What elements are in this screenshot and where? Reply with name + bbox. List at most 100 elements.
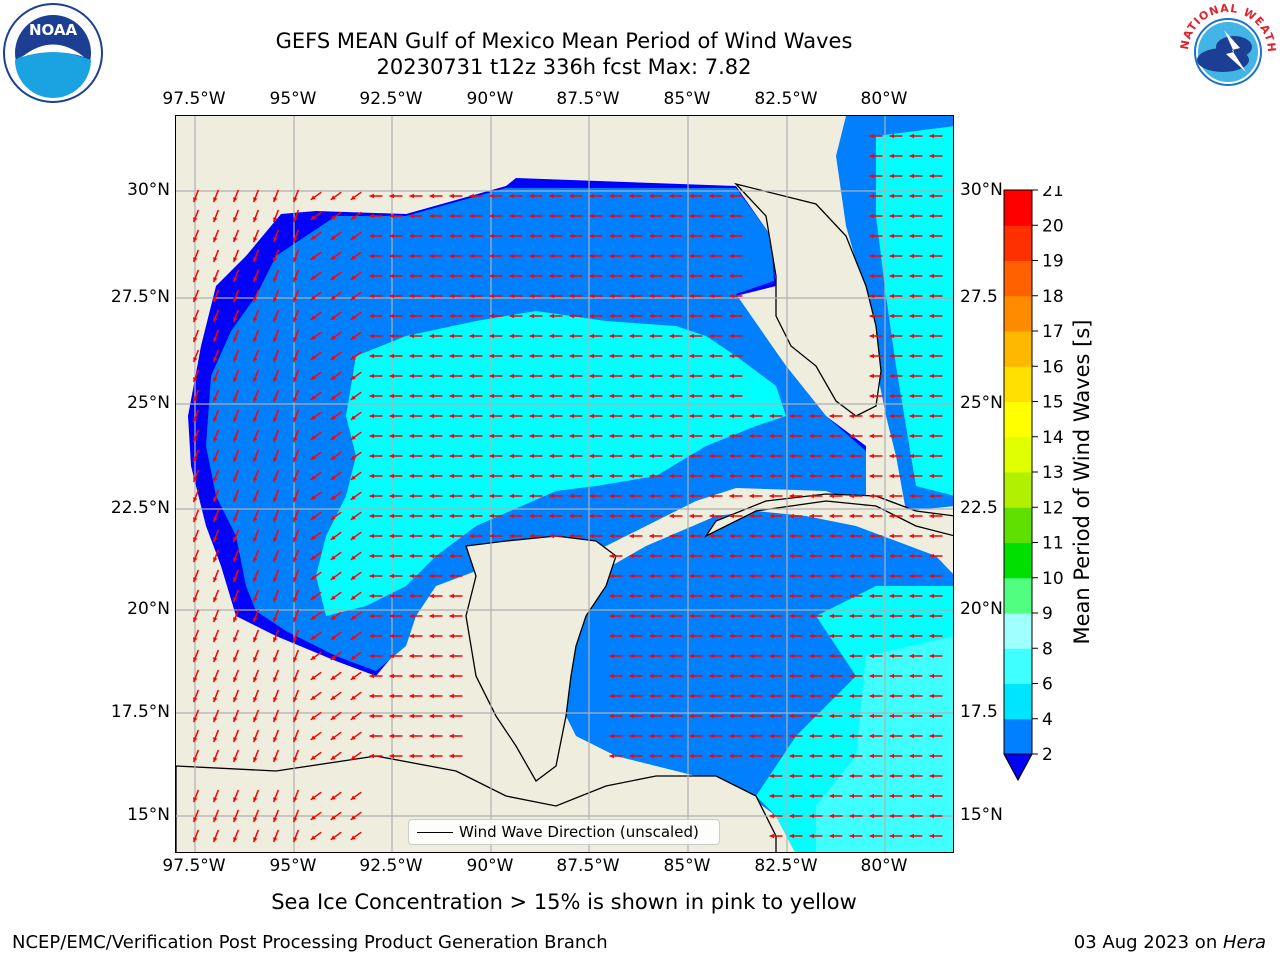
wind-arrow-head xyxy=(749,453,754,459)
wind-arrow-head xyxy=(569,373,574,379)
wind-arrow-head xyxy=(869,633,874,639)
wind-arrow-head xyxy=(789,493,794,499)
wind-arrow-head xyxy=(549,193,554,199)
wind-arrow-head xyxy=(729,333,734,339)
wind-arrow-head xyxy=(569,353,574,359)
wind-arrow-head xyxy=(849,413,854,419)
wind-arrow-head xyxy=(809,533,814,539)
wind-arrow-head xyxy=(789,753,794,759)
wind-arrow-head xyxy=(330,335,336,340)
wind-arrow-head xyxy=(409,433,414,439)
wind-arrow-head xyxy=(849,533,854,539)
wind-arrow-head xyxy=(669,673,674,679)
colorbar-segment xyxy=(1004,683,1032,720)
wind-arrow-head xyxy=(369,253,374,259)
y-tick-left: 20°N xyxy=(127,599,170,619)
wind-arrow-head xyxy=(389,313,394,319)
wind-arrow-head xyxy=(809,793,814,799)
wind-arrow-head xyxy=(449,413,454,419)
wind-arrow-head xyxy=(330,235,336,240)
wind-arrow-head xyxy=(293,217,298,223)
wind-arrow-head xyxy=(310,315,316,320)
wind-arrow-head xyxy=(649,593,654,599)
wind-arrow-head xyxy=(409,653,414,659)
wind-arrow-head xyxy=(749,473,754,479)
wind-arrow-head xyxy=(889,173,894,179)
wind-arrow-head xyxy=(389,453,394,459)
wind-arrow-head xyxy=(729,313,734,319)
wind-arrow-head xyxy=(449,313,454,319)
wind-arrow-head xyxy=(789,633,794,639)
wind-arrow-head xyxy=(350,735,356,740)
wind-arrow-head xyxy=(330,615,336,620)
wind-arrow-head xyxy=(233,217,238,223)
wind-arrow-head xyxy=(629,313,634,319)
wind-arrow-head xyxy=(749,433,754,439)
wind-arrow-head xyxy=(310,595,316,600)
wind-arrow-head xyxy=(769,713,774,719)
wind-arrow-head xyxy=(929,613,934,619)
wind-arrow-head xyxy=(529,533,534,539)
wind-arrow-head xyxy=(849,613,854,619)
wind-arrow-head xyxy=(213,257,218,263)
wind-arrow-head xyxy=(310,355,316,360)
wind-arrow-head xyxy=(389,273,394,279)
wind-arrow-head xyxy=(233,677,238,683)
wind-arrow-head xyxy=(310,615,316,620)
wind-arrow-head xyxy=(273,437,278,443)
wind-arrow-head xyxy=(489,453,494,459)
wind-arrow-head xyxy=(429,653,434,659)
wind-arrow-head xyxy=(769,773,774,779)
wind-arrow-head xyxy=(449,193,454,199)
colorbar-segment xyxy=(1004,613,1032,649)
wind-arrow-head xyxy=(789,433,794,439)
wind-arrow-head xyxy=(649,633,654,639)
wind-arrow-head xyxy=(729,453,734,459)
wind-arrow-head xyxy=(749,673,754,679)
wind-arrow-head xyxy=(909,493,914,499)
wind-arrow-head xyxy=(689,613,694,619)
wind-arrow-head xyxy=(489,353,494,359)
wind-arrow-head xyxy=(549,313,554,319)
wind-arrow-head xyxy=(409,393,414,399)
wind-arrow-head xyxy=(689,553,694,559)
wind-arrow-head xyxy=(749,533,754,539)
wind-arrow-head xyxy=(749,713,754,719)
wind-arrow-head xyxy=(369,673,374,679)
wind-arrow-head xyxy=(709,733,714,739)
wind-arrow-head xyxy=(789,673,794,679)
wind-arrow-head xyxy=(689,353,694,359)
wind-arrow-head xyxy=(273,737,278,743)
wind-arrow-head xyxy=(609,233,614,239)
wind-arrow-head xyxy=(449,233,454,239)
wind-arrow-head xyxy=(273,657,278,663)
wind-arrow-head xyxy=(869,733,874,739)
wind-arrow-head xyxy=(649,353,654,359)
wind-arrow-head xyxy=(409,573,414,579)
wind-arrow-head xyxy=(709,373,714,379)
wind-arrow-head xyxy=(213,477,218,483)
wind-arrow-head xyxy=(389,373,394,379)
wind-arrow-head xyxy=(330,435,336,440)
wind-arrow-head xyxy=(193,837,198,843)
wind-arrow-head xyxy=(929,833,934,839)
wind-arrow-head xyxy=(429,193,434,199)
wind-arrow-head xyxy=(273,697,278,703)
wind-arrow-head xyxy=(193,657,198,663)
wind-arrow-head xyxy=(929,793,934,799)
wind-arrow-head xyxy=(350,675,356,680)
wind-arrow-head xyxy=(409,613,414,619)
wind-arrow-head xyxy=(293,497,298,503)
wind-arrow-head xyxy=(909,773,914,779)
wind-arrow-head xyxy=(809,813,814,819)
wind-arrow-head xyxy=(350,655,356,660)
wind-arrow-head xyxy=(849,653,854,659)
wind-arrow-head xyxy=(689,433,694,439)
wind-arrow-head xyxy=(909,673,914,679)
wind-arrow-head xyxy=(273,357,278,363)
wind-arrow-head xyxy=(273,757,278,763)
wind-arrow-head xyxy=(629,373,634,379)
wind-arrow-head xyxy=(389,413,394,419)
wind-arrow-head xyxy=(929,733,934,739)
wind-arrow-head xyxy=(909,313,914,319)
